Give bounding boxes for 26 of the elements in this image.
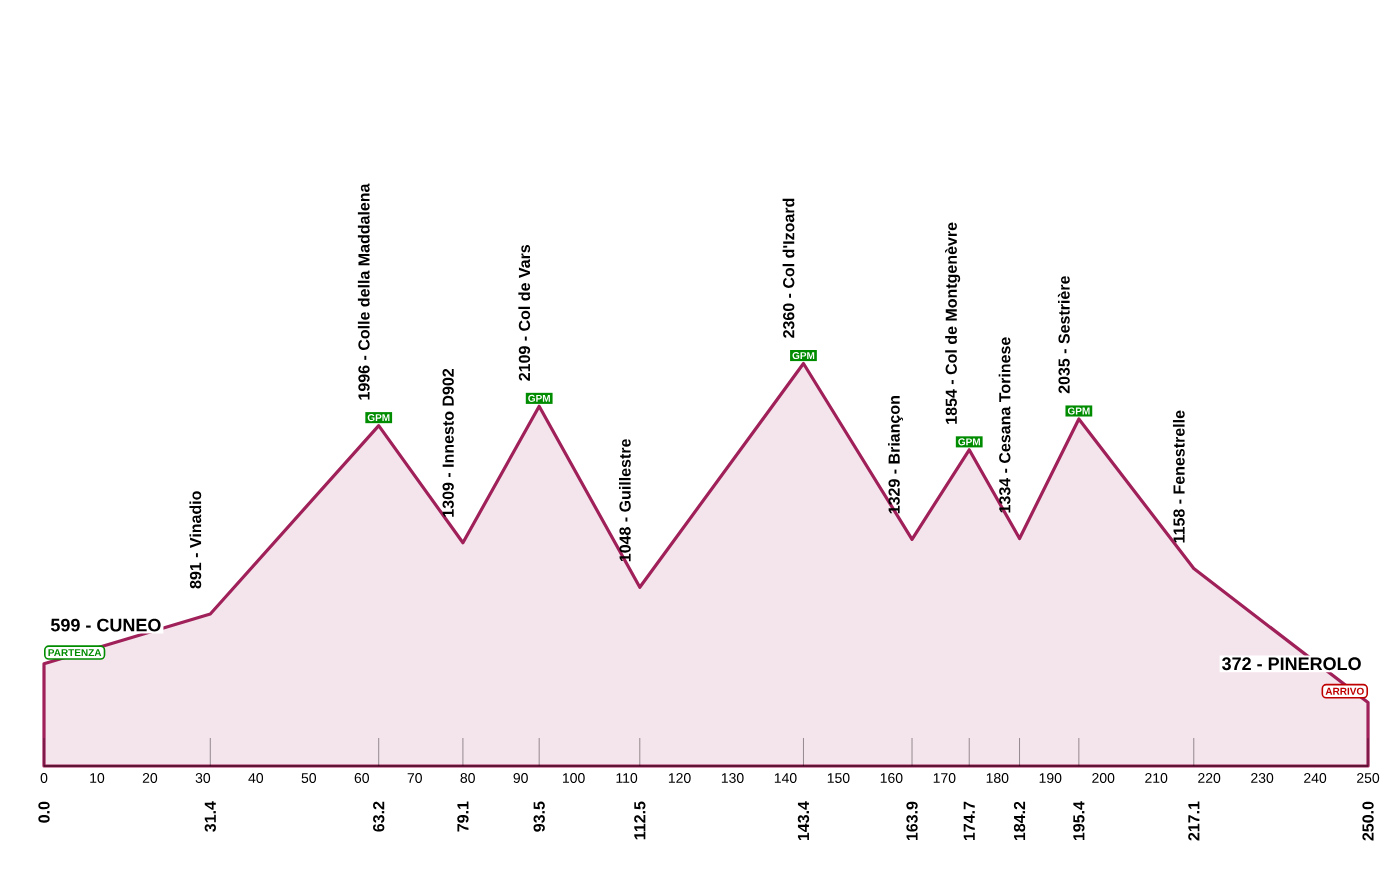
data-label: 1996 - Colle della Maddalena [357,183,370,400]
data-label: 1309 - Innesto D902 [442,368,454,517]
x2-tick-label: 63.2 [373,801,385,832]
data-label: 599 - CUNEO [50,618,161,632]
x2-tick-label: 217.1 [1188,801,1200,841]
data-label: 1854 - Col de Montgenèvre [945,222,961,424]
x2-tick-label: 143.4 [797,801,810,841]
x2-tick-label: 0.0 [38,801,50,823]
x2-tick-label: 163.9 [906,801,918,841]
data-label: 1158 - Fenestrelle [1172,410,1185,543]
x2-tick-label: 184.2 [1013,801,1026,841]
x2-tick-label: 79.1 [457,801,469,832]
data-label: 2035 - Sestrière [1057,276,1070,394]
x2-tick-label: 31.4 [204,801,216,832]
data-label: 1048 - Guillestre [618,439,631,562]
data-label: 1334 - Cesana Torinese [998,337,1011,513]
x2-tick-label: 195.4 [1073,801,1085,841]
x2-tick-label: 93.5 [533,801,545,832]
data-label: 1329 - Briançon [888,396,903,514]
data-label: 372 - PINEROLO [1221,657,1361,671]
x2-tick-label: 250.0 [1362,801,1374,841]
x2-tick-label: 112.5 [634,801,646,840]
data-label: 891 - Vinadio [189,491,202,589]
data-label: 2109 - Col de Vars [518,244,531,381]
x2-tick-label: 174.7 [963,801,975,841]
data-label: 2360 - Col d'Izoard [782,198,795,338]
